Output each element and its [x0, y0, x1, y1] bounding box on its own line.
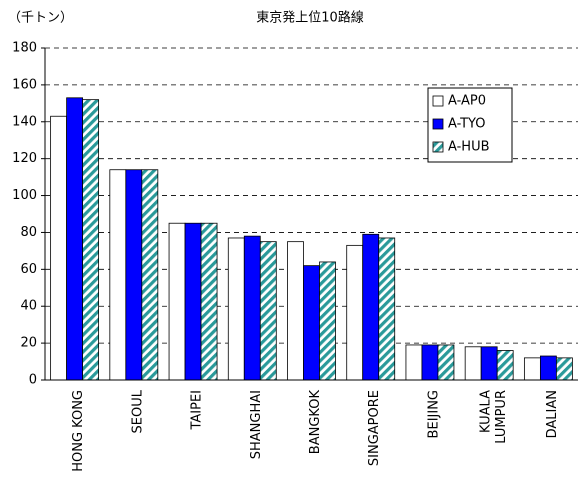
legend-swatch: [432, 141, 444, 153]
x-tick-label: BEIJING: [426, 390, 441, 438]
legend-label: A-HUB: [448, 140, 490, 155]
y-tick-label: 80: [20, 225, 37, 240]
legend-label: A-AP0: [448, 94, 486, 109]
bar: [259, 241, 277, 381]
bar: [496, 350, 514, 381]
bar: [405, 344, 423, 381]
bar: [362, 233, 380, 381]
x-tick-label: BANGKOK: [308, 390, 323, 455]
y-tick-label: 40: [20, 299, 37, 314]
bar: [184, 222, 202, 381]
legend-swatch: [432, 118, 444, 130]
bar: [480, 346, 498, 381]
bar: [168, 222, 186, 381]
y-tick-label: 160: [12, 77, 37, 92]
bar: [346, 244, 364, 381]
bar: [378, 237, 396, 381]
bar: [539, 355, 557, 381]
y-axis-label: （千トン）: [8, 11, 73, 26]
x-tick-label: HONG KONG: [71, 390, 86, 472]
y-tick-label: 100: [12, 188, 37, 203]
bar: [437, 344, 455, 381]
y-tick-label: 20: [20, 336, 37, 351]
chart-title: 東京発上位10路線: [256, 10, 364, 26]
bar: [66, 97, 84, 381]
bar: [50, 115, 68, 381]
x-tick-label: SINGAPORE: [367, 390, 382, 466]
bar: [523, 357, 541, 381]
bar: [200, 222, 218, 381]
legend-swatch: [432, 95, 444, 107]
y-tick-label: 120: [12, 151, 37, 166]
legend-label: A-TYO: [448, 117, 486, 132]
bar: [287, 241, 304, 381]
bar: [319, 261, 336, 381]
x-tick-label: SEOUL: [130, 389, 145, 433]
x-tick-label: SHANGHAI: [249, 390, 264, 459]
bar: [109, 169, 127, 381]
x-tick-label: DALIAN: [545, 390, 560, 438]
bar: [125, 169, 143, 381]
x-tick-label: KUALALUMPUR: [478, 390, 509, 444]
bar: [141, 169, 159, 381]
bar: [464, 346, 482, 381]
bar: [303, 265, 320, 381]
y-tick-label: 60: [20, 262, 37, 277]
bar: [227, 237, 245, 381]
bar: [82, 99, 100, 381]
x-tick-label: TAIPEI: [190, 390, 205, 431]
bar: [421, 344, 439, 381]
bar: [243, 235, 261, 381]
y-tick-label: 140: [12, 114, 37, 129]
bar: [555, 357, 573, 381]
y-tick-label: 180: [12, 41, 37, 56]
y-tick-label: 0: [29, 373, 37, 388]
